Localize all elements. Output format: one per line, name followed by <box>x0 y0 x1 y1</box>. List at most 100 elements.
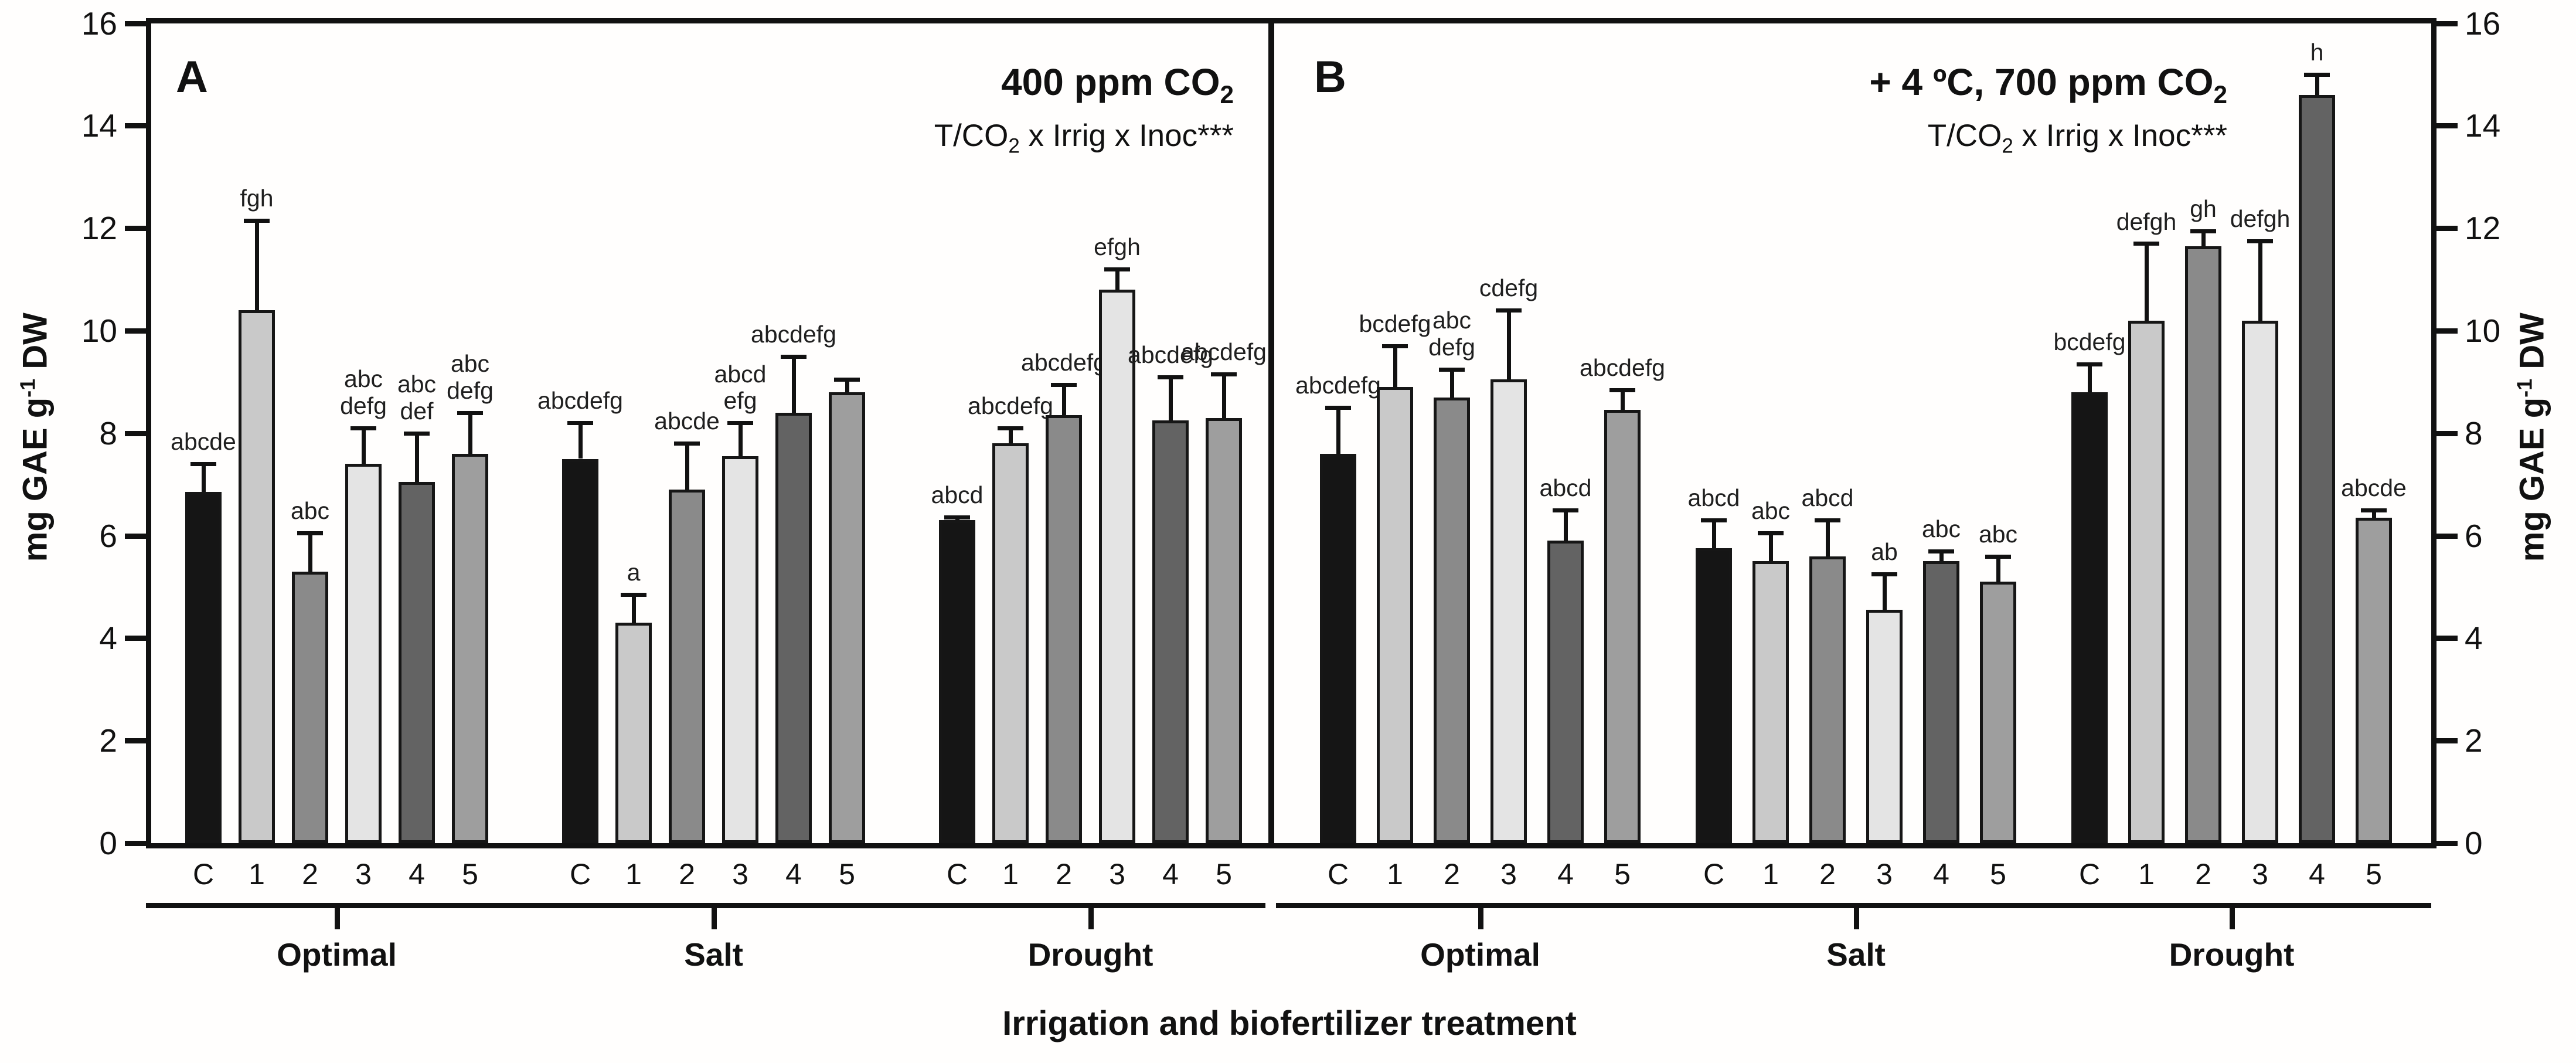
panel-a-annotation-subscript: 2 <box>1008 134 1020 158</box>
error-bar-stem-A-Optimal-C <box>202 464 206 493</box>
sig-letters-A-Salt-4: abcdefg <box>751 320 836 348</box>
category-label-B-Optimal-2: 2 <box>1444 858 1460 891</box>
y-axis-tick-right-10 <box>2437 328 2458 334</box>
error-bar-stem-B-Salt-5 <box>1996 556 2000 582</box>
y-axis-tick-right-14 <box>2437 123 2458 129</box>
error-bar-cap-B-Drought-1 <box>2133 242 2159 246</box>
y-axis-tick-label-right-8: 8 <box>2465 415 2483 451</box>
category-label-A-Salt-2: 2 <box>679 858 695 891</box>
error-bar-cap-A-Optimal-1 <box>244 219 270 223</box>
category-label-B-Salt-1: 1 <box>1762 858 1779 891</box>
sig-letters-B-Drought-5: abcde <box>2341 474 2407 501</box>
sig-letters-B-Optimal-1: bcdefg <box>1359 310 1431 338</box>
error-bar-cap-B-Optimal-4 <box>1553 508 1578 512</box>
bar-A-Salt-5 <box>829 392 865 843</box>
bar-B-Drought-C <box>2071 392 2108 843</box>
group-label-A-Optimal: Optimal <box>277 936 397 973</box>
group-tick-B-Drought <box>2229 908 2235 929</box>
error-bar-stem-B-Drought-2 <box>2201 230 2206 246</box>
group-tick-A-Drought <box>1088 908 1094 929</box>
sig-letters-B-Salt-2: abcd <box>1801 484 1854 512</box>
category-label-A-Optimal-C: C <box>192 858 215 891</box>
sig-letters-B-Salt-1: abc <box>1751 497 1791 525</box>
sig-letters-A-Optimal-2: abc <box>290 497 330 525</box>
sig-letters-A-Salt-2: abcde <box>654 407 720 435</box>
y-axis-tick-label-right-2: 2 <box>2465 722 2483 759</box>
category-label-A-Optimal-2: 2 <box>302 858 318 891</box>
error-bar-cap-A-Drought-3 <box>1104 267 1130 272</box>
error-bar-cap-B-Salt-C <box>1701 518 1727 523</box>
sig-letters-B-Optimal-2: abc defg <box>1428 306 1475 361</box>
error-bar-cap-A-Drought-5 <box>1211 372 1237 377</box>
error-bar-stem-A-Salt-4 <box>792 356 796 413</box>
y-axis-tick-left-2 <box>125 738 146 744</box>
panel-a-title-text: 400 ppm CO <box>1001 61 1220 103</box>
group-label-B-Drought: Drought <box>2169 936 2295 973</box>
y-axis-tick-right-2 <box>2437 738 2458 744</box>
sig-letters-B-Salt-5: abc <box>1978 520 2018 548</box>
group-label-A-Drought: Drought <box>1027 936 1153 973</box>
error-bar-cap-A-Salt-C <box>567 421 593 426</box>
error-bar-stem-A-Salt-3 <box>739 423 743 457</box>
bar-B-Salt-C <box>1696 548 1732 843</box>
error-bar-stem-B-Salt-4 <box>1939 551 1944 562</box>
group-tick-A-Salt <box>711 908 717 929</box>
error-bar-cap-B-Salt-2 <box>1815 518 1840 523</box>
error-bar-cap-A-Salt-2 <box>674 441 700 446</box>
error-bar-cap-A-Optimal-3 <box>351 426 376 431</box>
y-axis-tick-label-right-0: 0 <box>2465 825 2483 861</box>
category-label-A-Drought-5: 5 <box>1216 858 1232 891</box>
category-label-A-Drought-C: C <box>946 858 968 891</box>
y-axis-tick-left-0 <box>125 841 146 846</box>
y-axis-tick-right-8 <box>2437 430 2458 436</box>
error-bar-cap-B-Drought-2 <box>2190 229 2216 233</box>
error-bar-stem-A-Salt-C <box>579 423 583 459</box>
error-bar-stem-B-Drought-4 <box>2315 74 2319 95</box>
bar-B-Salt-5 <box>1980 582 2016 843</box>
category-label-B-Optimal-4: 4 <box>1557 858 1574 891</box>
y-axis-tick-label-left-4: 4 <box>99 620 117 657</box>
category-label-B-Salt-C: C <box>1703 858 1725 891</box>
bar-B-Optimal-3 <box>1491 379 1527 843</box>
category-label-A-Optimal-1: 1 <box>249 858 265 891</box>
panel-a-title: 400 ppm CO2 <box>645 63 1234 107</box>
panel-a-annotation-pre: T/CO <box>934 118 1009 154</box>
error-bar-stem-B-Optimal-1 <box>1393 346 1397 388</box>
error-bar-cap-B-Optimal-3 <box>1496 308 1522 313</box>
error-bar-stem-B-Drought-C <box>2088 364 2092 392</box>
error-bar-cap-B-Drought-3 <box>2247 239 2273 244</box>
category-label-B-Drought-C: C <box>2078 858 2101 891</box>
category-label-B-Salt-4: 4 <box>1933 858 1949 891</box>
error-bar-cap-B-Optimal-5 <box>1609 388 1635 392</box>
bar-A-Optimal-5 <box>452 453 488 843</box>
x-axis-title: Irrigation and biofertilizer treatment <box>1002 1004 1577 1042</box>
sig-letters-B-Optimal-4: abcd <box>1539 474 1592 501</box>
error-bar-stem-A-Drought-1 <box>1009 428 1013 444</box>
category-label-B-Salt-5: 5 <box>1990 858 2006 891</box>
error-bar-cap-B-Salt-4 <box>1928 549 1954 553</box>
category-label-B-Optimal-1: 1 <box>1387 858 1403 891</box>
sig-letters-A-Drought-2: abcdefg <box>1021 348 1107 376</box>
y-axis-tick-label-right-4: 4 <box>2465 620 2483 657</box>
error-bar-cap-B-Salt-1 <box>1758 531 1784 536</box>
category-label-A-Drought-2: 2 <box>1056 858 1072 891</box>
category-label-B-Drought-2: 2 <box>2195 858 2211 891</box>
group-tick-A-Optimal <box>334 908 340 929</box>
error-bar-stem-A-Optimal-3 <box>362 428 366 464</box>
group-axis-line-A <box>146 903 1265 908</box>
error-bar-cap-A-Salt-1 <box>621 593 646 597</box>
error-bar-stem-B-Salt-C <box>1712 520 1716 549</box>
sig-letters-A-Optimal-1: fgh <box>240 185 274 212</box>
error-bar-cap-B-Drought-C <box>2077 362 2102 366</box>
error-bar-stem-B-Salt-3 <box>1883 574 1887 610</box>
y-axis-tick-label-right-6: 6 <box>2465 517 2483 554</box>
bar-A-Drought-4 <box>1152 420 1189 843</box>
sig-letters-A-Salt-1: a <box>627 559 641 586</box>
y-axis-tick-label-right-16: 16 <box>2465 5 2501 42</box>
error-bar-stem-A-Salt-2 <box>685 443 689 490</box>
sig-letters-B-Salt-C: abcd <box>1687 484 1740 512</box>
panel-b-title: + 4 ºC, 700 ppm CO2 <box>1641 63 2227 107</box>
y-axis-tick-label-left-10: 10 <box>81 313 117 349</box>
